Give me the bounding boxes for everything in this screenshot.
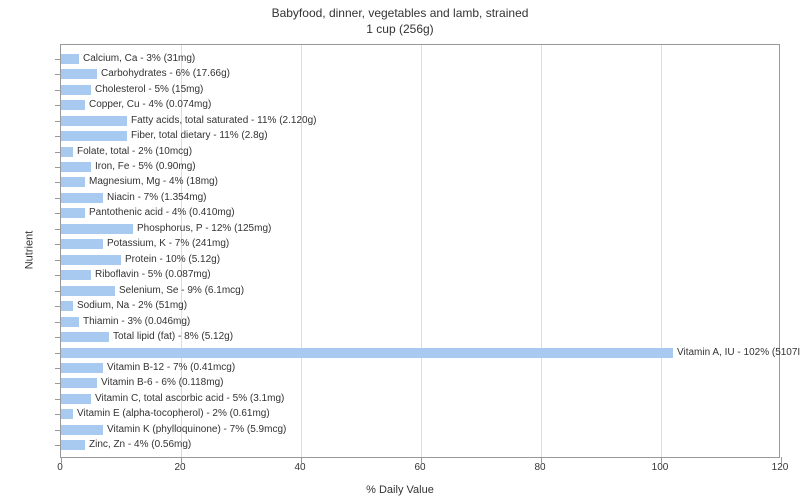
bar-label: Selenium, Se - 9% (6.1mcg) [115, 285, 244, 297]
bar [61, 301, 73, 311]
bar [61, 348, 673, 358]
bar [61, 394, 91, 404]
bar-row: Vitamin E (alpha-tocopherol) - 2% (0.61m… [61, 408, 779, 420]
bar [61, 440, 85, 450]
bar-row: Pantothenic acid - 4% (0.410mg) [61, 207, 779, 219]
x-tick-label: 100 [652, 462, 669, 473]
chart-title: Babyfood, dinner, vegetables and lamb, s… [0, 0, 800, 37]
title-line-1: Babyfood, dinner, vegetables and lamb, s… [272, 6, 529, 20]
x-tick-label: 20 [174, 462, 185, 473]
bar [61, 116, 127, 126]
bar [61, 131, 127, 141]
bar-label: Copper, Cu - 4% (0.074mg) [85, 99, 211, 111]
bar-row: Copper, Cu - 4% (0.074mg) [61, 99, 779, 111]
bar-label: Potassium, K - 7% (241mg) [103, 238, 229, 250]
bar-label: Fiber, total dietary - 11% (2.8g) [127, 130, 268, 142]
bar [61, 208, 85, 218]
bar-label: Magnesium, Mg - 4% (18mg) [85, 176, 218, 188]
bar-row: Fiber, total dietary - 11% (2.8g) [61, 130, 779, 142]
bar-label: Zinc, Zn - 4% (0.56mg) [85, 439, 191, 451]
bar [61, 69, 97, 79]
bar-row: Potassium, K - 7% (241mg) [61, 238, 779, 250]
bar [61, 54, 79, 64]
title-line-2: 1 cup (256g) [366, 22, 433, 36]
bar [61, 147, 73, 157]
plot-area: Calcium, Ca - 3% (31mg) Carbohydrates - 6… [60, 44, 780, 458]
bar-row: Carbohydrates - 6% (17.66g) [61, 68, 779, 80]
bar-row: Total lipid (fat) - 8% (5.12g) [61, 331, 779, 343]
bar [61, 425, 103, 435]
bar [61, 239, 103, 249]
bar-label: Sodium, Na - 2% (51mg) [73, 300, 187, 312]
bar-label: Vitamin E (alpha-tocopherol) - 2% (0.61m… [73, 408, 270, 420]
bar-row: Folate, total - 2% (10mcg) [61, 146, 779, 158]
bar-label: Iron, Fe - 5% (0.90mg) [91, 161, 196, 173]
x-tick-label: 40 [294, 462, 305, 473]
bar-label: Cholesterol - 5% (15mg) [91, 84, 203, 96]
bar-label: Folate, total - 2% (10mcg) [73, 146, 192, 158]
x-tick-label: 60 [414, 462, 425, 473]
bar-label: Fatty acids, total saturated - 11% (2.12… [127, 115, 316, 127]
bar-row: Vitamin B-12 - 7% (0.41mcg) [61, 362, 779, 374]
bar [61, 100, 85, 110]
bar [61, 177, 85, 187]
bar-row: Vitamin K (phylloquinone) - 7% (5.9mcg) [61, 424, 779, 436]
bar-row: Iron, Fe - 5% (0.90mg) [61, 161, 779, 173]
bar-row: Vitamin C, total ascorbic acid - 5% (3.1… [61, 393, 779, 405]
bar-row: Magnesium, Mg - 4% (18mg) [61, 176, 779, 188]
chart-container: Babyfood, dinner, vegetables and lamb, s… [0, 0, 800, 500]
bar [61, 409, 73, 419]
bar-label: Vitamin C, total ascorbic acid - 5% (3.1… [91, 393, 284, 405]
bar-label: Carbohydrates - 6% (17.66g) [97, 68, 230, 80]
x-axis-label: % Daily Value [0, 484, 800, 496]
bar [61, 255, 121, 265]
bar [61, 162, 91, 172]
bar-row: Selenium, Se - 9% (6.1mcg) [61, 285, 779, 297]
bar-row: Sodium, Na - 2% (51mg) [61, 300, 779, 312]
bar-row: Protein - 10% (5.12g) [61, 254, 779, 266]
bar [61, 363, 103, 373]
bar-row: Vitamin A, IU - 102% (5107IU) [61, 347, 779, 359]
bar [61, 332, 109, 342]
bar-row: Cholesterol - 5% (15mg) [61, 84, 779, 96]
bar-label: Pantothenic acid - 4% (0.410mg) [85, 207, 235, 219]
bar-row: Riboflavin - 5% (0.087mg) [61, 269, 779, 281]
bar-row: Calcium, Ca - 3% (31mg) [61, 53, 779, 65]
bar [61, 378, 97, 388]
bar-row: Phosphorus, P - 12% (125mg) [61, 223, 779, 235]
y-axis-label: Nutrient [23, 231, 35, 270]
bar-label: Niacin - 7% (1.354mg) [103, 192, 206, 204]
bar [61, 270, 91, 280]
bar-row: Niacin - 7% (1.354mg) [61, 192, 779, 204]
bar-label: Vitamin K (phylloquinone) - 7% (5.9mcg) [103, 424, 286, 436]
bar-label: Vitamin B-6 - 6% (0.118mg) [97, 377, 223, 389]
bar [61, 317, 79, 327]
x-tick-label: 0 [57, 462, 63, 473]
bar-label: Protein - 10% (5.12g) [121, 254, 220, 266]
bar [61, 224, 133, 234]
bar-row: Thiamin - 3% (0.046mg) [61, 316, 779, 328]
bar-row: Fatty acids, total saturated - 11% (2.12… [61, 115, 779, 127]
x-tick-label: 120 [772, 462, 789, 473]
bar-label: Vitamin A, IU - 102% (5107IU) [673, 347, 800, 359]
bar [61, 286, 115, 296]
bar [61, 85, 91, 95]
bar-label: Riboflavin - 5% (0.087mg) [91, 269, 211, 281]
bar-row: Vitamin B-6 - 6% (0.118mg) [61, 377, 779, 389]
bar-label: Thiamin - 3% (0.046mg) [79, 316, 190, 328]
bar [61, 193, 103, 203]
x-tick-label: 80 [534, 462, 545, 473]
bar-label: Phosphorus, P - 12% (125mg) [133, 223, 271, 235]
bar-label: Total lipid (fat) - 8% (5.12g) [109, 331, 233, 343]
bar-label: Vitamin B-12 - 7% (0.41mcg) [103, 362, 235, 374]
bar-label: Calcium, Ca - 3% (31mg) [79, 53, 195, 65]
bar-row: Zinc, Zn - 4% (0.56mg) [61, 439, 779, 451]
